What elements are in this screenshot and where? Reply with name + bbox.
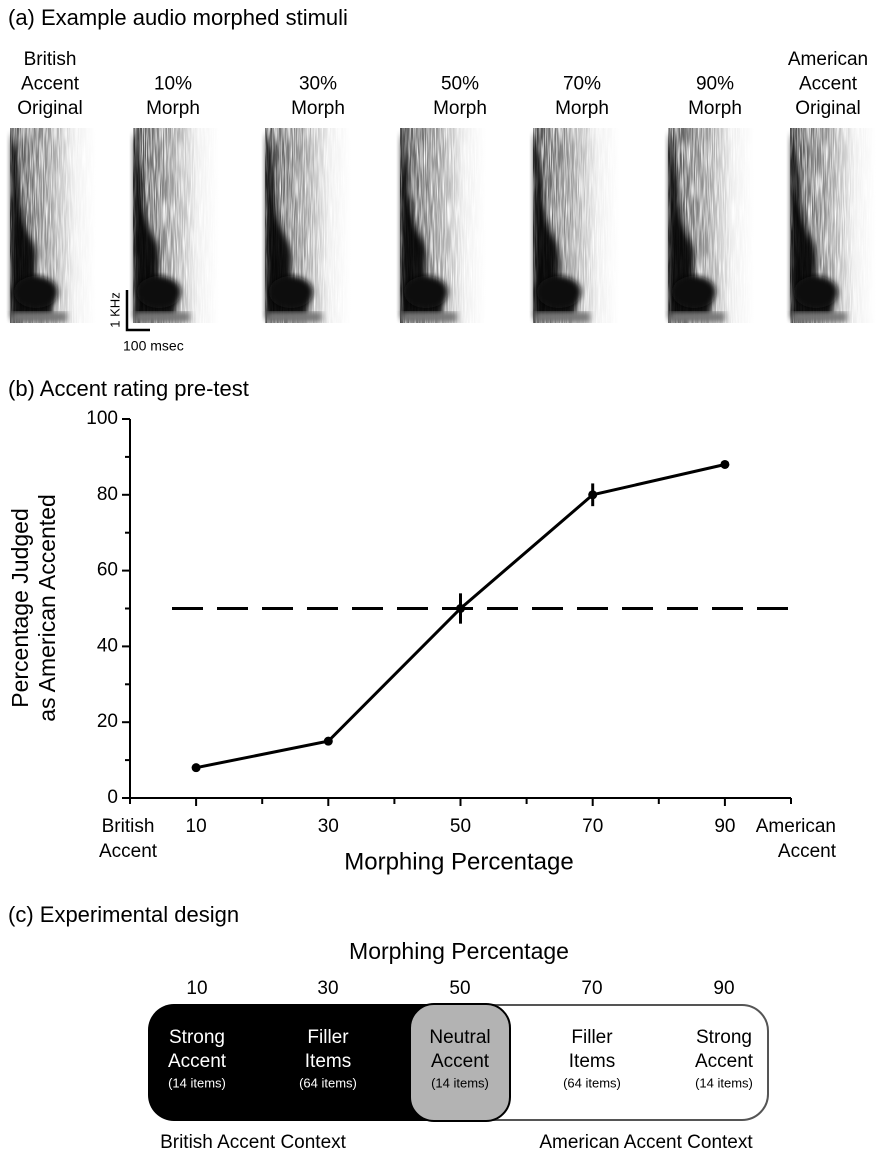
stimulus-label: Accent	[799, 74, 858, 95]
scale-label: 1 KHz	[107, 292, 122, 327]
stimulus-label: Accent	[21, 74, 80, 95]
spectrogram-base	[670, 312, 725, 322]
scale-label: 100 msec	[123, 338, 184, 354]
spectrogram-formant	[14, 276, 58, 308]
stimulus-label: 50%	[441, 74, 479, 95]
spectrogram-formant	[11, 132, 54, 318]
cell-text: Strong	[169, 1027, 225, 1048]
spectrogram-formant	[791, 132, 834, 318]
design-header: Morphing Percentage	[349, 938, 569, 964]
stimulus-label: Morph	[291, 98, 345, 119]
data-point	[191, 763, 201, 773]
british-context-box	[148, 1004, 468, 1121]
cell-items: (14 items)	[431, 1075, 489, 1090]
stimulus-label: British	[24, 49, 77, 70]
cell-items: (64 items)	[563, 1075, 621, 1090]
cell-items: (64 items)	[299, 1075, 357, 1090]
data-point	[588, 490, 598, 500]
spectrogram-formant	[266, 132, 309, 318]
column-label: 10	[186, 978, 207, 999]
stimulus-label: Morph	[433, 98, 487, 119]
y-tick-label: 60	[97, 560, 118, 581]
cell-items: (14 items)	[695, 1075, 753, 1090]
y-tick-label: 40	[97, 635, 118, 656]
y-tick-label: 20	[97, 711, 118, 732]
x-tick-label: 50	[450, 816, 471, 837]
spectrogram-formant	[537, 276, 581, 308]
data-point	[456, 604, 465, 613]
x-tick-label: 90	[714, 816, 735, 837]
stimulus-label: Morph	[555, 98, 609, 119]
y-tick-label: 0	[107, 787, 118, 808]
spectrogram-formant	[137, 276, 181, 308]
cell-text: Accent	[168, 1051, 227, 1072]
x-end-label: Accent	[778, 841, 837, 862]
x-end-label: British	[102, 816, 155, 837]
x-tick-label: 10	[186, 816, 207, 837]
cell-items: (14 items)	[168, 1075, 226, 1090]
spectrogram-base	[535, 312, 590, 322]
spectrogram-formant	[534, 132, 577, 318]
cell-text: Accent	[695, 1051, 754, 1072]
context-label: American Accent Context	[539, 1132, 753, 1153]
x-axis-label: Morphing Percentage	[344, 848, 573, 875]
x-end-label: American	[756, 816, 836, 837]
spectrogram-base	[135, 312, 190, 322]
spectrogram	[133, 128, 219, 323]
spectrogram-formant	[794, 276, 838, 308]
spectrogram-base	[402, 312, 457, 322]
spectrogram-formant	[669, 132, 712, 318]
cell-text: Filler	[307, 1027, 349, 1048]
stimulus-label: Morph	[688, 98, 742, 119]
stimulus-label: Morph	[146, 98, 200, 119]
stimulus-label: 30%	[299, 74, 337, 95]
x-tick-label: 30	[318, 816, 339, 837]
column-label: 90	[713, 978, 734, 999]
spectrogram-base	[267, 312, 322, 322]
spectrogram	[533, 128, 619, 323]
spectrogram	[10, 128, 96, 323]
spectrogram	[400, 128, 486, 323]
y-tick-label: 80	[97, 484, 118, 505]
x-end-label: Accent	[99, 841, 158, 862]
panel-title: (c) Experimental design	[8, 902, 239, 927]
spectrogram	[668, 128, 754, 323]
context-label: British Accent Context	[160, 1132, 347, 1153]
column-label: 30	[317, 978, 338, 999]
cell-text: Items	[569, 1051, 615, 1072]
cell-text: Items	[305, 1051, 351, 1072]
spectrogram-formant	[404, 276, 448, 308]
spectrogram-formant	[401, 132, 444, 318]
y-tick-label: 100	[86, 408, 118, 429]
y-axis-label: Percentage Judged	[7, 508, 33, 708]
spectrogram	[790, 128, 876, 323]
stimulus-label: Original	[795, 98, 860, 119]
panel-title: (a) Example audio morphed stimuli	[8, 5, 348, 30]
stimulus-label: 70%	[563, 74, 601, 95]
neutral-box	[409, 1003, 511, 1122]
stimulus-label: Original	[17, 98, 82, 119]
stimulus-label: 10%	[154, 74, 192, 95]
cell-text: Filler	[571, 1027, 613, 1048]
data-point	[720, 459, 730, 469]
cell-text: Strong	[696, 1027, 752, 1048]
data-point	[323, 736, 333, 746]
column-label: 70	[581, 978, 602, 999]
spectrogram-formant	[269, 276, 313, 308]
y-axis-label: as American Accented	[34, 494, 60, 722]
spectrogram-base	[12, 312, 67, 322]
spectrogram	[265, 128, 351, 323]
column-label: 50	[449, 978, 470, 999]
chart-title: (b) Accent rating pre-test	[8, 376, 249, 401]
spectrogram-formant	[672, 276, 716, 308]
scale-bar	[125, 290, 150, 332]
cell-text: Neutral	[429, 1027, 490, 1048]
stimulus-label: 90%	[696, 74, 734, 95]
cell-text: Accent	[431, 1051, 490, 1072]
stimulus-label: American	[788, 49, 868, 70]
spectrogram-formant	[134, 132, 177, 318]
x-tick-label: 70	[582, 816, 603, 837]
spectrogram-base	[792, 312, 847, 322]
